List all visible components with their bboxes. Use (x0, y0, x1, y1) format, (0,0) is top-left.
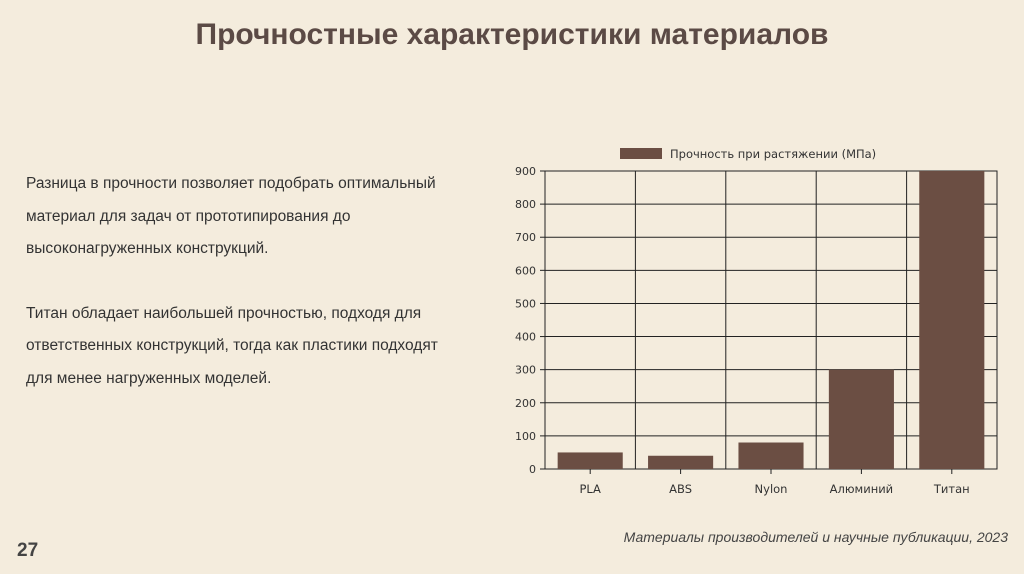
bar-титан (919, 171, 985, 469)
bar-pla (557, 452, 623, 469)
paragraph-1: Разница в прочности позволяет подобрать … (26, 175, 436, 257)
y-tick-label: 400 (515, 331, 536, 344)
slide-title: Прочностные характеристики материалов (195, 18, 829, 51)
legend-swatch (620, 148, 662, 159)
bar-алюминий (828, 369, 894, 469)
description-text: Разница в прочности позволяет подобрать … (26, 168, 466, 427)
bar-nylon (738, 442, 804, 469)
source-note: Материалы производителей и научные публи… (623, 529, 1008, 545)
y-tick-label: 500 (515, 297, 536, 310)
chart-svg: 0 100 200 300 400 500 600 700 800 900 PLA ABS Nylon А… (515, 147, 998, 496)
paragraph-2: Титан обладает наибольшей прочностью, по… (26, 304, 438, 387)
y-tick-label: 100 (515, 430, 536, 443)
x-tick-label: Титан (933, 482, 970, 496)
x-tick-label: Nylon (755, 482, 788, 496)
page-number: 27 (17, 540, 39, 561)
strength-bar-chart: 0 100 200 300 400 500 600 700 800 900 PLA ABS Nylon А… (500, 138, 1020, 508)
y-tick-label: 0 (529, 463, 536, 476)
bar-abs (648, 455, 714, 469)
x-tick-label: PLA (579, 482, 601, 496)
y-tick-label: 700 (515, 231, 536, 244)
y-tick-label: 300 (515, 364, 536, 377)
x-tick-label: ABS (669, 482, 692, 496)
y-tick-label: 900 (515, 165, 536, 178)
y-tick-label: 200 (515, 397, 536, 410)
x-tick-label: Алюминий (830, 482, 894, 496)
y-tick-label: 800 (515, 198, 536, 211)
legend-label: Прочность при растяжении (МПа) (670, 147, 876, 161)
y-tick-label: 600 (515, 264, 536, 277)
